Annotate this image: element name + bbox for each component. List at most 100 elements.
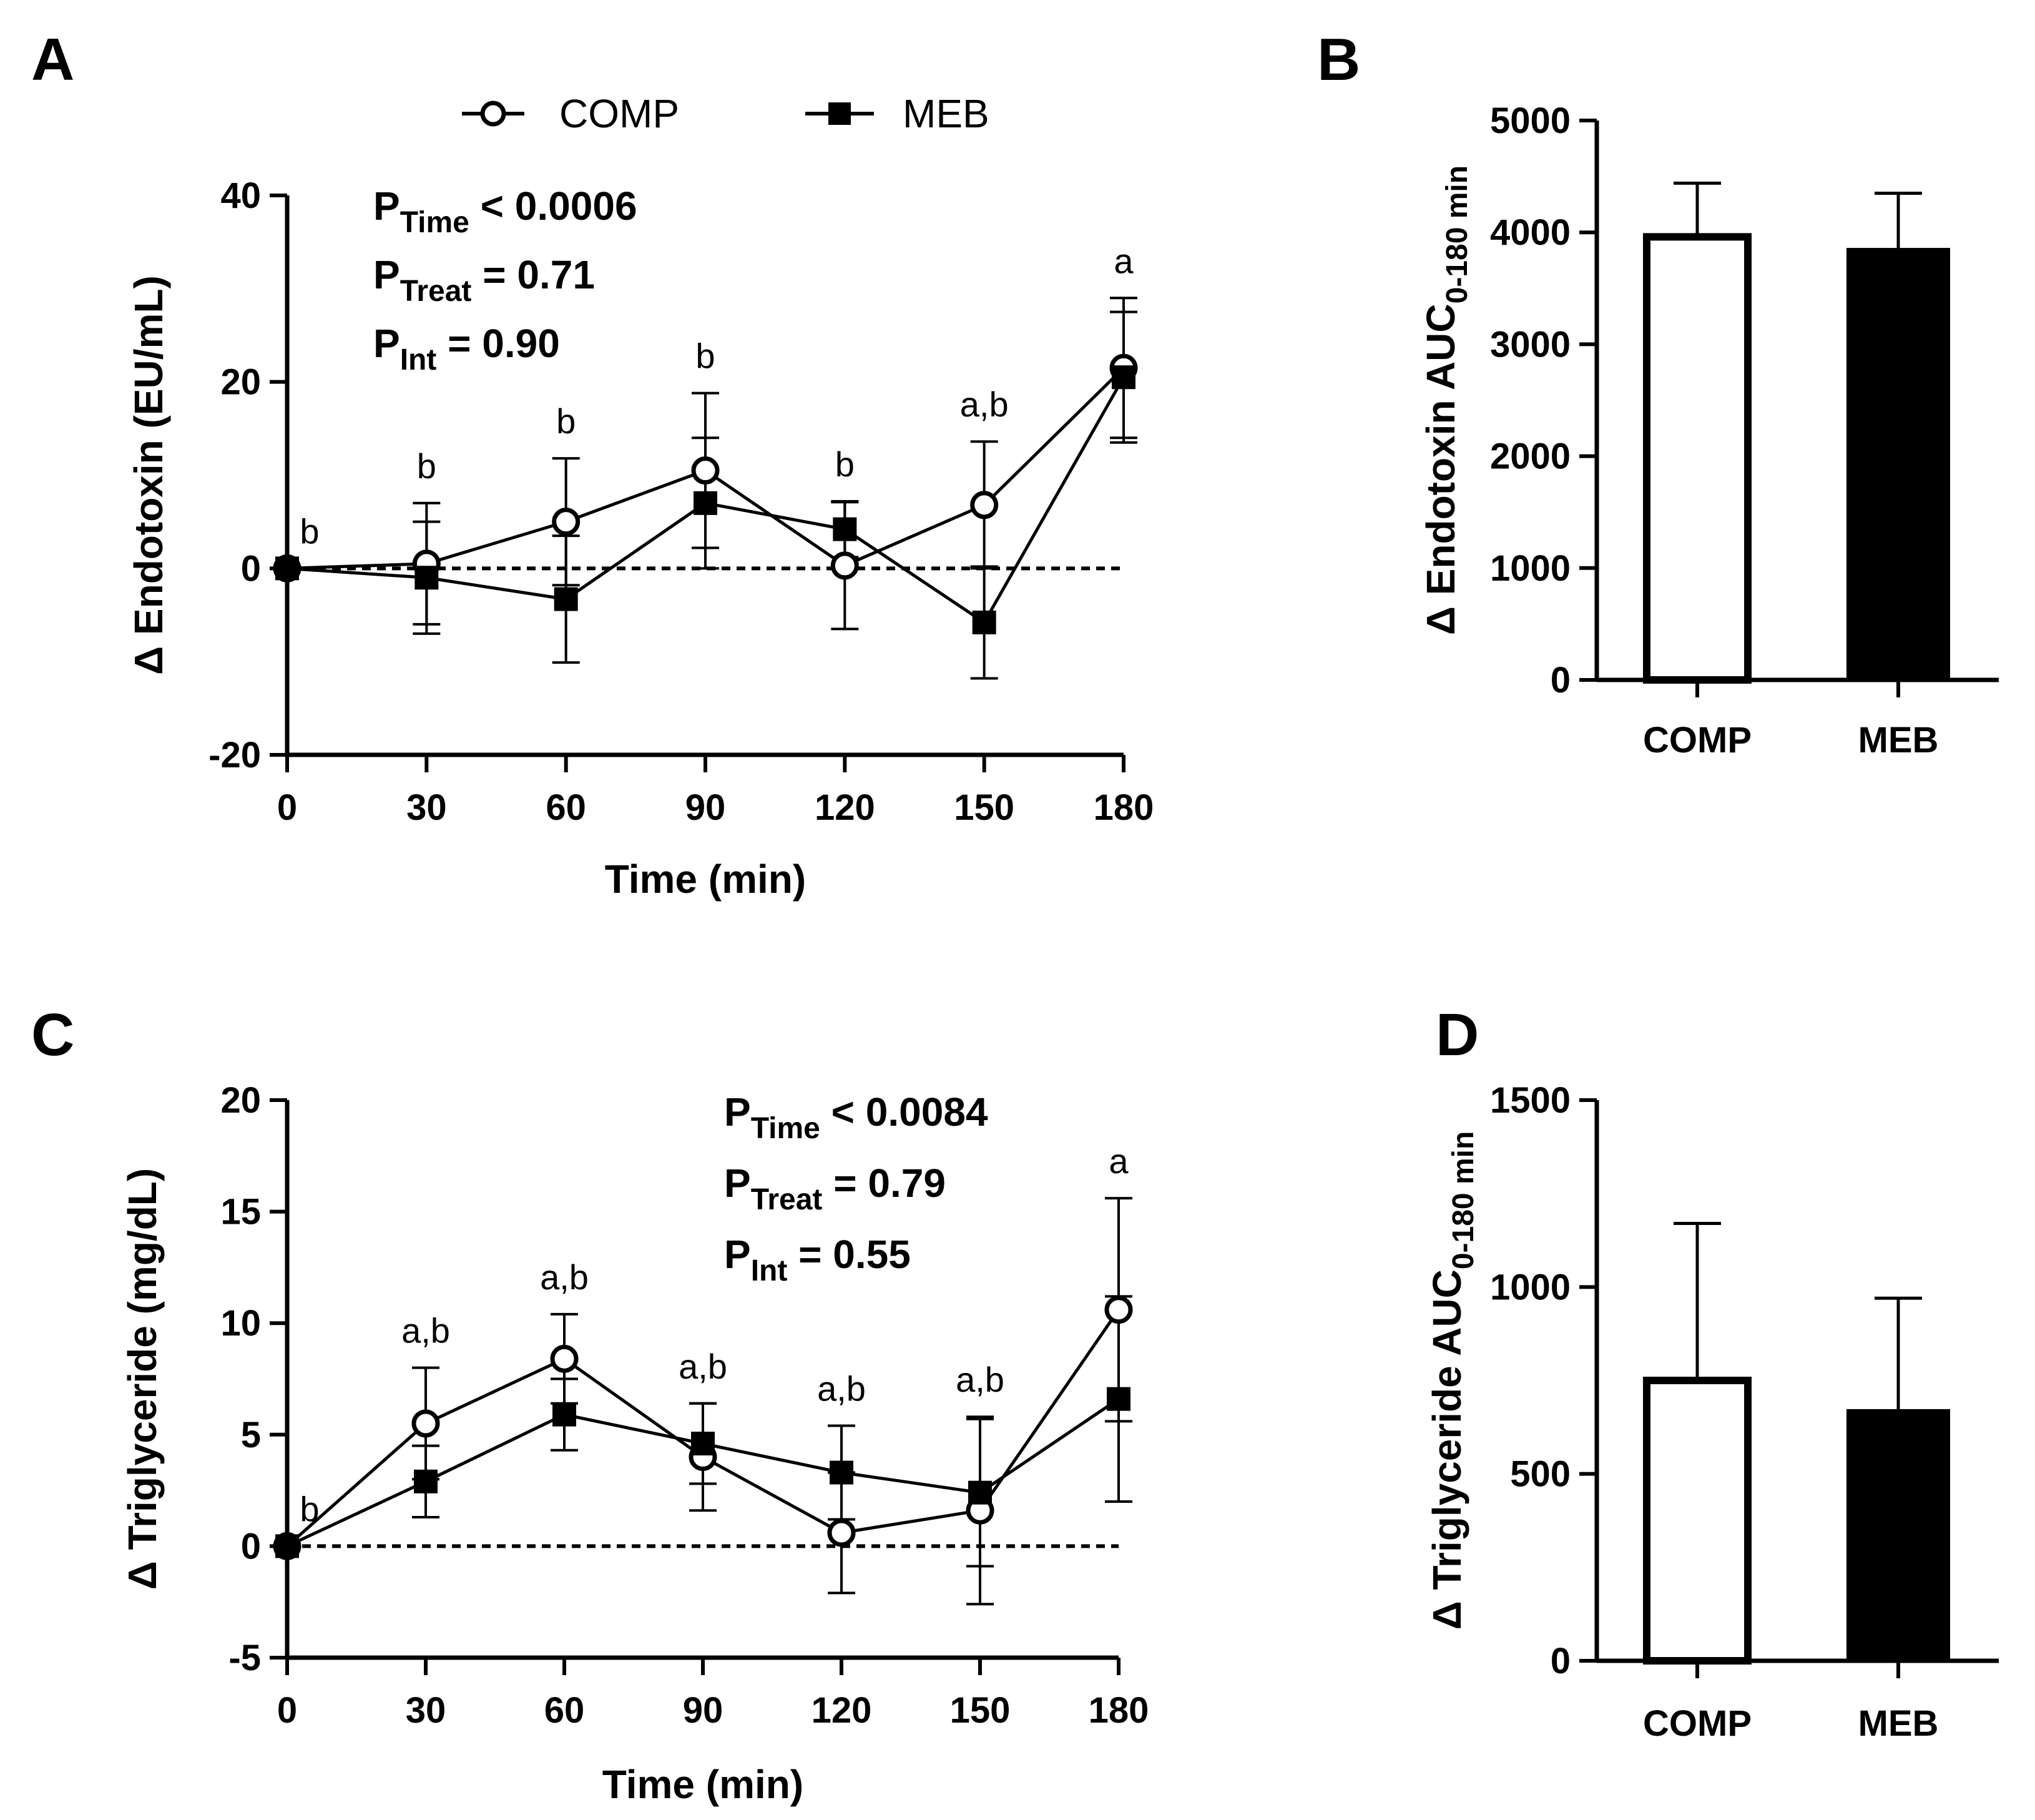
panel-a-meb-point (1112, 365, 1135, 390)
panel-c-meb-point (968, 1480, 992, 1505)
panel-c-significance-letter: a,b (540, 1257, 589, 1297)
panel-c-comp-point (550, 1344, 579, 1373)
panel-a-significance-letter: a (1114, 241, 1134, 280)
panel-c-meb-point (691, 1432, 715, 1456)
panel-c-p-value: PInt = 0.55 (724, 1232, 911, 1287)
panel-b-chart: 0 1000 2000 3000 4000 5000 COMP MEB Δ Endotoxin … (1418, 101, 1999, 760)
panel-a-significance-letter: b (835, 445, 855, 484)
panel-a-significance-letter: a,b (960, 385, 1009, 424)
panel-b-bar-meb (1846, 248, 1950, 681)
panel-a-x-tick-label: 60 (546, 787, 586, 828)
panel-c-x-tick-label: 180 (1089, 1690, 1149, 1731)
panel-a-x-tick-label: 30 (406, 787, 447, 828)
panel-a-significance-letter: b (695, 337, 715, 376)
panel-a-x-tick-label: 150 (954, 787, 1014, 828)
panel-b-y-axis-title: Δ Endotoxin AUC0-180 min (1418, 165, 1474, 635)
legend-comp-marker (480, 101, 506, 127)
panel-a-comp-point (691, 456, 720, 485)
panel-d-bar-meb (1846, 1409, 1950, 1662)
panel-d-y-tick-label: 1500 (1490, 1080, 1571, 1121)
panel-a-comp-point (970, 491, 999, 519)
panel-b-y-tick-label: 4000 (1490, 212, 1571, 253)
panel-b-category-label: MEB (1858, 720, 1939, 760)
panel-a-y-axis-title: Δ Endotoxin (EU/mL) (126, 275, 171, 675)
panel-c-meb-point (552, 1402, 576, 1427)
panel-b-y-tick-label: 0 (1551, 660, 1571, 701)
panel-a-comp-point (830, 551, 859, 580)
panel-a-meb-point (275, 556, 299, 581)
panel-d-y-tick-label: 1000 (1490, 1267, 1571, 1307)
panel-c-significance-letter: a (1109, 1141, 1129, 1181)
panel-c-meb-point (1107, 1387, 1130, 1411)
panel-c-significance-letter: b (300, 1489, 319, 1528)
panel-a-significance-letter: b (556, 401, 576, 441)
legend-meb-marker (828, 102, 851, 125)
panel-a-meb-point (554, 587, 578, 611)
panel-d-y-tick-label: 500 (1510, 1454, 1571, 1495)
panel-a-meb-point (694, 491, 717, 515)
panel-c-y-tick-label: 10 (220, 1303, 261, 1344)
panel-a-comp-point (552, 508, 581, 536)
panel-a-x-tick-label: 180 (1094, 787, 1154, 828)
panel-a-y-tick-label: 0 (241, 548, 261, 589)
panel-c-significance-letter: a,b (956, 1360, 1004, 1399)
panel-a-p-value: PTime < 0.0006 (373, 184, 637, 239)
panel-a-y-tick-label: -20 (208, 735, 261, 775)
legend-comp-label: COMP (559, 91, 679, 136)
panel-c-p-value: PTime < 0.0084 (724, 1090, 988, 1145)
panel-c-meb-point (414, 1469, 438, 1493)
panel-letter-d: D (1436, 1001, 1479, 1068)
panel-b-bar-comp (1643, 233, 1752, 684)
panel-c-p-value: PTreat = 0.79 (724, 1161, 946, 1216)
panel-c-significance-letter: a,b (817, 1369, 866, 1409)
panel-c-x-tick-label: 120 (812, 1690, 872, 1731)
panel-c-comp-point (411, 1409, 440, 1438)
panel-c-y-tick-label: 15 (220, 1192, 261, 1232)
panel-a-p-value: PTreat = 0.71 (373, 252, 595, 308)
panel-c-y-tick-label: 5 (241, 1415, 261, 1455)
panel-d-y-axis-title: Δ Triglyceride AUC0-180 min (1424, 1131, 1480, 1630)
panel-c-meb-point (275, 1534, 299, 1558)
panel-c-x-tick-label: 30 (406, 1690, 446, 1731)
panel-c-y-tick-label: 0 (241, 1526, 261, 1567)
panel-b-y-tick-label: 2000 (1490, 436, 1571, 477)
panel-c-meb-point (830, 1460, 853, 1485)
panel-a-meb-point (833, 517, 857, 541)
panel-b-y-tick-label: 3000 (1490, 324, 1571, 365)
panel-c-chart: -5 0 5 10 15 20 0 30 60 90 120 150 180 Time (min) Δ Tr… (120, 1080, 1149, 1807)
panel-a-meb-point (972, 610, 996, 634)
panel-a-x-tick-label: 90 (685, 787, 726, 828)
panel-b-y-tick-label: 5000 (1490, 101, 1571, 141)
panel-c-significance-letter: a,b (401, 1311, 450, 1350)
panel-letter-c: C (31, 1001, 74, 1068)
panel-c-y-axis-title: Δ Triglyceride (mg/dL) (120, 1168, 165, 1590)
panel-c-y-tick-label: -5 (228, 1638, 261, 1678)
panel-c-x-tick-label: 150 (950, 1690, 1011, 1731)
panel-a-chart: -20 0 20 40 0 30 60 90 120 150 180 Time (min) Δ Endo… (126, 175, 1154, 902)
panel-d-y-tick-label: 0 (1551, 1641, 1571, 1681)
panel-a-significance-letter: b (300, 511, 319, 551)
legend: COMP MEB (462, 91, 989, 136)
panel-a-meb-point (414, 566, 439, 590)
panel-a-x-tick-label: 0 (277, 787, 297, 828)
panel-b-y-tick-label: 1000 (1490, 548, 1571, 589)
panel-d-category-label: COMP (1643, 1703, 1752, 1744)
panel-d-bar-comp (1643, 1377, 1752, 1665)
panel-c-x-tick-label: 90 (683, 1690, 723, 1731)
panel-c-significance-letter: a,b (679, 1347, 727, 1386)
panel-a-y-tick-label: 40 (220, 175, 261, 216)
panel-a-x-axis-title: Time (min) (605, 857, 806, 902)
legend-meb-label: MEB (903, 91, 989, 136)
panel-c-x-tick-label: 0 (277, 1690, 297, 1731)
panel-d-chart: 0 500 1000 1500 COMP MEB Δ Triglyceride AUC0-1… (1424, 1080, 1999, 1744)
panel-c-y-tick-label: 20 (220, 1080, 261, 1121)
panel-a-p-value: PInt = 0.90 (373, 321, 560, 376)
panel-c-comp-point (1104, 1296, 1133, 1324)
panel-a-significance-letter: b (417, 446, 436, 486)
panel-d-category-label: MEB (1858, 1703, 1939, 1744)
panel-letter-a: A (31, 26, 74, 93)
panel-c-comp-point (827, 1518, 856, 1547)
panel-a-x-tick-label: 120 (815, 787, 875, 828)
panel-c-x-axis-title: Time (min) (602, 1762, 803, 1807)
